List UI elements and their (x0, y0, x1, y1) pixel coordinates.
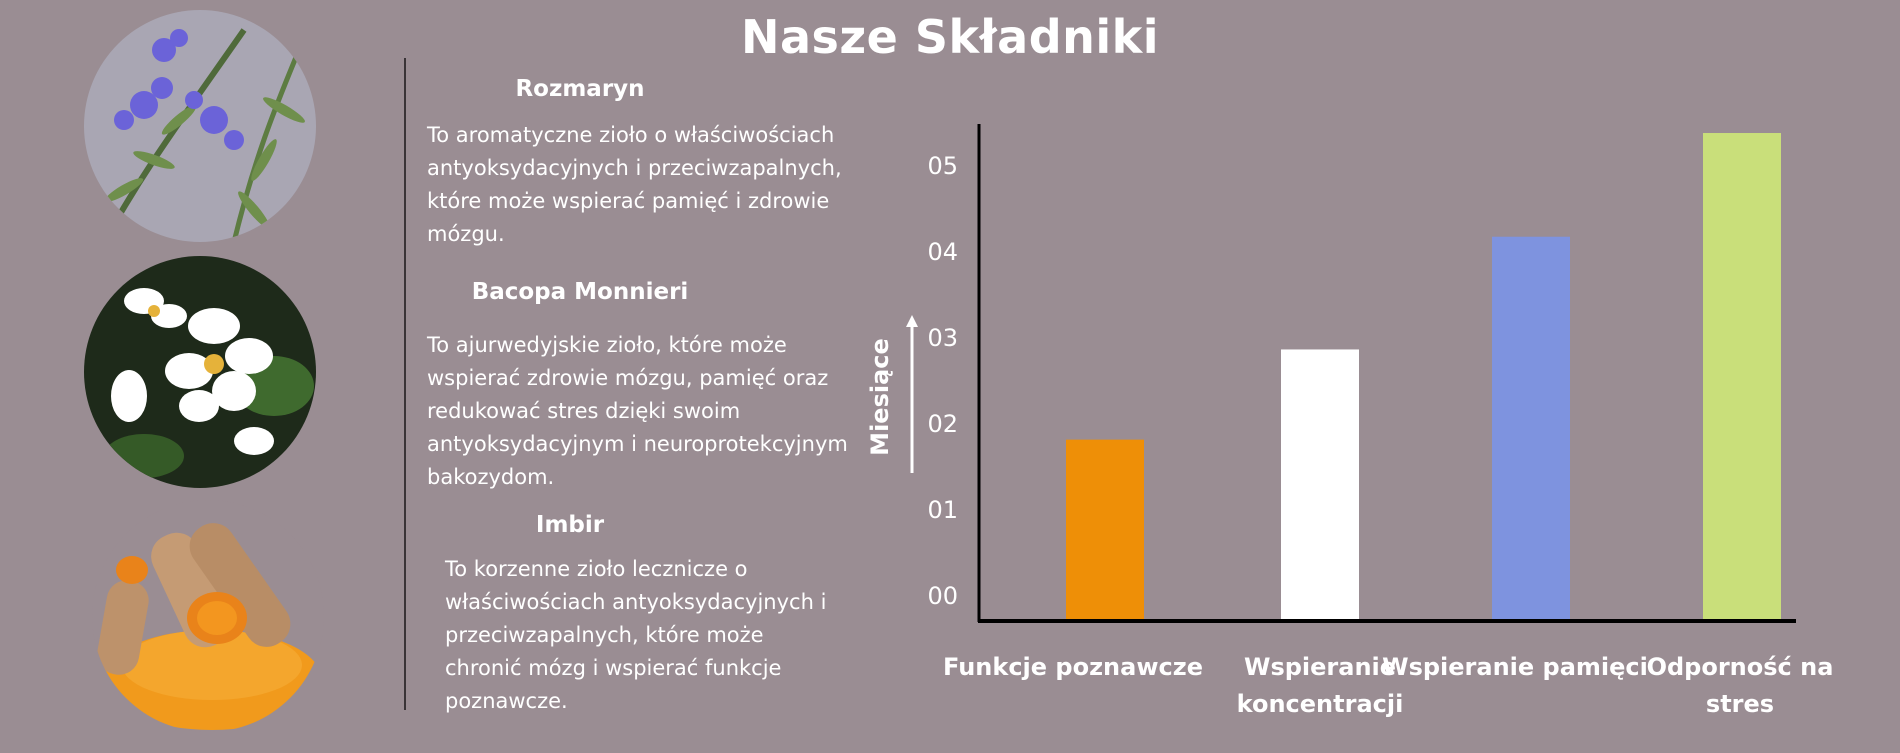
bar (1066, 439, 1144, 620)
y-axis-label-group: Miesiące (858, 315, 918, 475)
description-line: antyoksydacyjnym i neuroprotekcyjnym (427, 432, 848, 456)
ingredient-description-bacopa: To ajurwedyjskie zioło, które może wspie… (427, 329, 848, 494)
y-tick-label: 05 (927, 152, 958, 180)
x-tick-label: Odporność na stres (1630, 649, 1850, 723)
description-line: które może wspierać pamięć i zdrowie (427, 189, 830, 213)
ingredient-name-bacopa: Bacopa Monnieri (471, 279, 689, 305)
x-tick-label-line: stres (1705, 690, 1775, 718)
y-tick-label: 04 (927, 238, 958, 266)
description-line: To korzenne zioło lecznicze o (445, 557, 748, 581)
y-tick-label: 00 (927, 582, 958, 610)
bacopa-photo (84, 256, 316, 488)
x-tick-label-line: koncentracji (1236, 690, 1404, 718)
description-line: redukować stres dzięki swoim (427, 399, 741, 423)
column-divider (404, 58, 406, 710)
ingredient-name-rozmaryn: Rozmaryn (515, 76, 645, 102)
description-line: wspierać zdrowie mózgu, pamięć oraz (427, 366, 829, 390)
y-tick-label: 02 (927, 410, 958, 438)
ingredient-description-rozmaryn: To aromatyczne zioło o właściwościach an… (427, 119, 842, 251)
description-line: To ajurwedyjskie zioło, które może (427, 333, 787, 357)
x-tick-label-line: Funkcje poznawcze (943, 653, 1203, 681)
description-line: przeciwzapalnych, które może (445, 623, 764, 647)
bar (1703, 133, 1781, 620)
x-tick-label: Funkcje poznawcze (923, 649, 1223, 686)
x-tick-label: Wspieranie pamięci (1365, 649, 1665, 686)
x-tick-label-line: Wspieranie (1243, 653, 1397, 681)
description-line: poznawcze. (445, 689, 568, 713)
description-line: mózgu. (427, 222, 505, 246)
x-tick-label: Wspieranie koncentracji (1220, 649, 1420, 723)
description-line: bakozydom. (427, 465, 555, 489)
x-tick-label-line: Wspieranie pamięci (1382, 653, 1648, 681)
ingredient-name-imbir: Imbir (535, 512, 605, 538)
description-line: właściwościach antyoksydacyjnych i (445, 590, 827, 614)
up-arrow-icon (906, 315, 918, 473)
x-tick-label-line: Odporność na (1646, 653, 1834, 681)
description-line: antyoksydacyjnych i przeciwzapalnych, (427, 156, 842, 180)
y-tick-label: 01 (927, 496, 958, 524)
description-line: To aromatyczne zioło o właściwościach (427, 123, 835, 147)
page-title: Nasze Składniki (740, 10, 1160, 64)
bar (1281, 349, 1359, 620)
turmeric-photo (92, 500, 324, 732)
bar-chart: 00 01 02 03 04 05 (927, 124, 1796, 623)
ingredient-description-imbir: To korzenne zioło lecznicze o właściwośc… (445, 553, 826, 718)
rosemary-photo (84, 10, 316, 242)
bar (1492, 236, 1570, 620)
description-line: chronić mózg i wspierać funkcje (445, 656, 782, 680)
y-tick-label: 03 (927, 324, 958, 352)
